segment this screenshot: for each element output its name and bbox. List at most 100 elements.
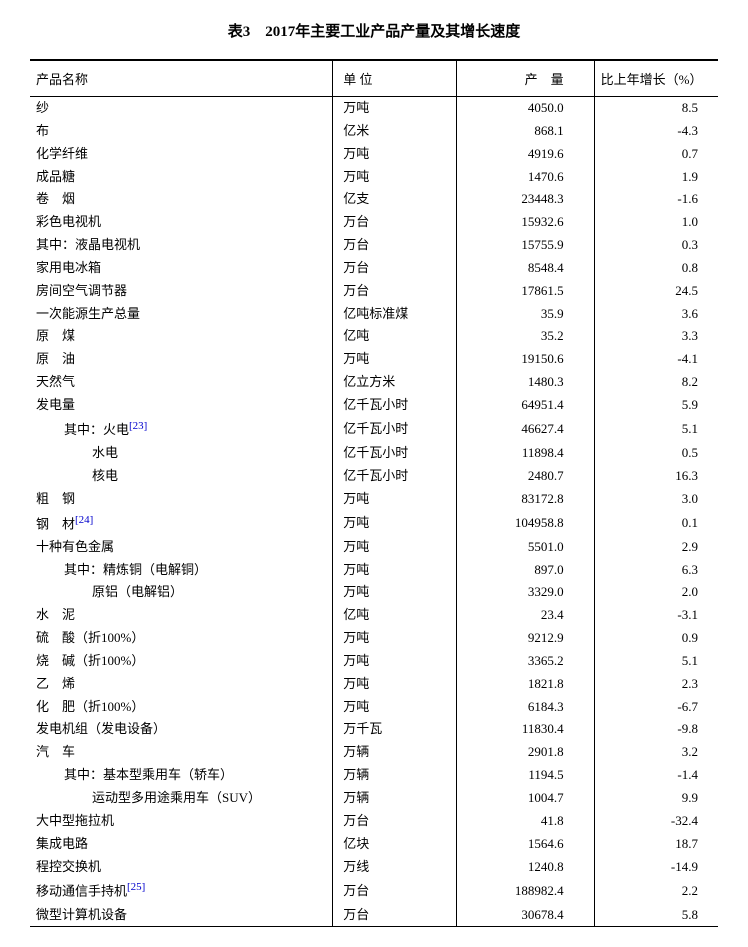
cell-name: 发电机组（发电设备） (30, 718, 333, 741)
cell-name: 硫 酸（折100%） (30, 627, 333, 650)
cell-name: 房间空气调节器 (30, 280, 333, 303)
cell-unit: 万吨 (333, 97, 457, 120)
cell-growth: -1.4 (594, 764, 718, 787)
cell-name: 原 油 (30, 348, 333, 371)
footnote-ref[interactable]: [24] (75, 514, 93, 526)
cell-value: 41.8 (457, 810, 595, 833)
table-row: 成品糖万吨1470.61.9 (30, 166, 718, 189)
cell-unit: 万台 (333, 257, 457, 280)
cell-unit: 亿吨标准煤 (333, 303, 457, 326)
cell-growth: 3.0 (594, 488, 718, 511)
cell-growth: 2.9 (594, 536, 718, 559)
cell-value: 46627.4 (457, 417, 595, 442)
cell-name: 核电 (30, 465, 333, 488)
table-row: 发电机组（发电设备）万千瓦11830.4-9.8 (30, 718, 718, 741)
product-name-text: 卷 烟 (36, 191, 75, 206)
cell-value: 23.4 (457, 604, 595, 627)
cell-value: 104958.8 (457, 511, 595, 536)
cell-unit: 万线 (333, 856, 457, 879)
cell-value: 1564.6 (457, 833, 595, 856)
table-row: 化 肥（折100%）万吨6184.3-6.7 (30, 696, 718, 719)
product-name-text: 其中：精炼铜（电解铜） (36, 562, 207, 577)
cell-name: 其中：精炼铜（电解铜） (30, 559, 333, 582)
col-header-name: 产品名称 (30, 60, 333, 97)
cell-unit: 亿吨 (333, 325, 457, 348)
cell-unit: 万台 (333, 904, 457, 927)
table-title: 表3 2017年主要工业产品产量及其增长速度 (30, 20, 718, 41)
cell-unit: 万吨 (333, 650, 457, 673)
cell-growth: -9.8 (594, 718, 718, 741)
product-name-text: 其中：火电 (36, 422, 129, 437)
cell-value: 9212.9 (457, 627, 595, 650)
cell-name: 其中：基本型乘用车（轿车） (30, 764, 333, 787)
cell-value: 8548.4 (457, 257, 595, 280)
cell-value: 11898.4 (457, 442, 595, 465)
cell-unit: 万千瓦 (333, 718, 457, 741)
product-name-text: 水 泥 (36, 607, 75, 622)
table-row: 原铝（电解铝）万吨3329.02.0 (30, 581, 718, 604)
cell-value: 1480.3 (457, 371, 595, 394)
cell-growth: 0.8 (594, 257, 718, 280)
cell-unit: 万辆 (333, 764, 457, 787)
table-row: 其中：精炼铜（电解铜）万吨897.06.3 (30, 559, 718, 582)
product-name-text: 大中型拖拉机 (36, 813, 114, 828)
table-row: 大中型拖拉机万台41.8-32.4 (30, 810, 718, 833)
product-name-text: 水电 (36, 445, 118, 460)
cell-growth: 2.0 (594, 581, 718, 604)
table-row: 汽 车万辆2901.83.2 (30, 741, 718, 764)
product-name-text: 化 肥（折100%） (36, 699, 144, 714)
cell-value: 897.0 (457, 559, 595, 582)
table-row: 程控交换机万线1240.8-14.9 (30, 856, 718, 879)
cell-growth: 5.1 (594, 650, 718, 673)
col-header-growth: 比上年增长（%） (594, 60, 718, 97)
cell-growth: -1.6 (594, 188, 718, 211)
cell-growth: 2.3 (594, 673, 718, 696)
product-name-text: 粗 钢 (36, 491, 75, 506)
cell-unit: 万台 (333, 280, 457, 303)
cell-name: 卷 烟 (30, 188, 333, 211)
products-table: 产品名称 单 位 产 量 比上年增长（%） 纱万吨4050.08.5布亿米868… (30, 59, 718, 927)
product-name-text: 原 煤 (36, 328, 75, 343)
cell-unit: 亿千瓦小时 (333, 442, 457, 465)
cell-name: 纱 (30, 97, 333, 120)
table-row: 移动通信手持机[25]万台188982.42.2 (30, 878, 718, 903)
cell-name: 一次能源生产总量 (30, 303, 333, 326)
product-name-text: 家用电冰箱 (36, 260, 101, 275)
cell-unit: 亿立方米 (333, 371, 457, 394)
cell-growth: -6.7 (594, 696, 718, 719)
product-name-text: 天然气 (36, 374, 75, 389)
product-name-text: 十种有色金属 (36, 539, 114, 554)
cell-unit: 亿支 (333, 188, 457, 211)
cell-unit: 万吨 (333, 511, 457, 536)
cell-unit: 万吨 (333, 673, 457, 696)
cell-name: 钢 材[24] (30, 511, 333, 536)
table-row: 水 泥亿吨23.4-3.1 (30, 604, 718, 627)
cell-growth: 9.9 (594, 787, 718, 810)
footnote-ref[interactable]: [25] (127, 881, 145, 893)
cell-unit: 亿千瓦小时 (333, 417, 457, 442)
cell-name: 家用电冰箱 (30, 257, 333, 280)
col-header-value: 产 量 (457, 60, 595, 97)
cell-value: 30678.4 (457, 904, 595, 927)
table-row: 集成电路亿块1564.618.7 (30, 833, 718, 856)
cell-unit: 万吨 (333, 581, 457, 604)
cell-name: 汽 车 (30, 741, 333, 764)
product-name-text: 化学纤维 (36, 146, 88, 161)
cell-unit: 万台 (333, 211, 457, 234)
cell-name: 大中型拖拉机 (30, 810, 333, 833)
cell-value: 1470.6 (457, 166, 595, 189)
table-row: 化学纤维万吨4919.60.7 (30, 143, 718, 166)
cell-unit: 万台 (333, 878, 457, 903)
cell-value: 1821.8 (457, 673, 595, 696)
cell-name: 运动型多用途乘用车（SUV） (30, 787, 333, 810)
product-name-text: 汽 车 (36, 744, 75, 759)
cell-growth: -4.1 (594, 348, 718, 371)
cell-unit: 万吨 (333, 143, 457, 166)
cell-value: 4050.0 (457, 97, 595, 120)
cell-unit: 万吨 (333, 696, 457, 719)
table-row: 运动型多用途乘用车（SUV）万辆1004.79.9 (30, 787, 718, 810)
cell-growth: -32.4 (594, 810, 718, 833)
cell-growth: 0.9 (594, 627, 718, 650)
product-name-text: 原铝（电解铝） (36, 584, 183, 599)
footnote-ref[interactable]: [23] (129, 420, 147, 432)
